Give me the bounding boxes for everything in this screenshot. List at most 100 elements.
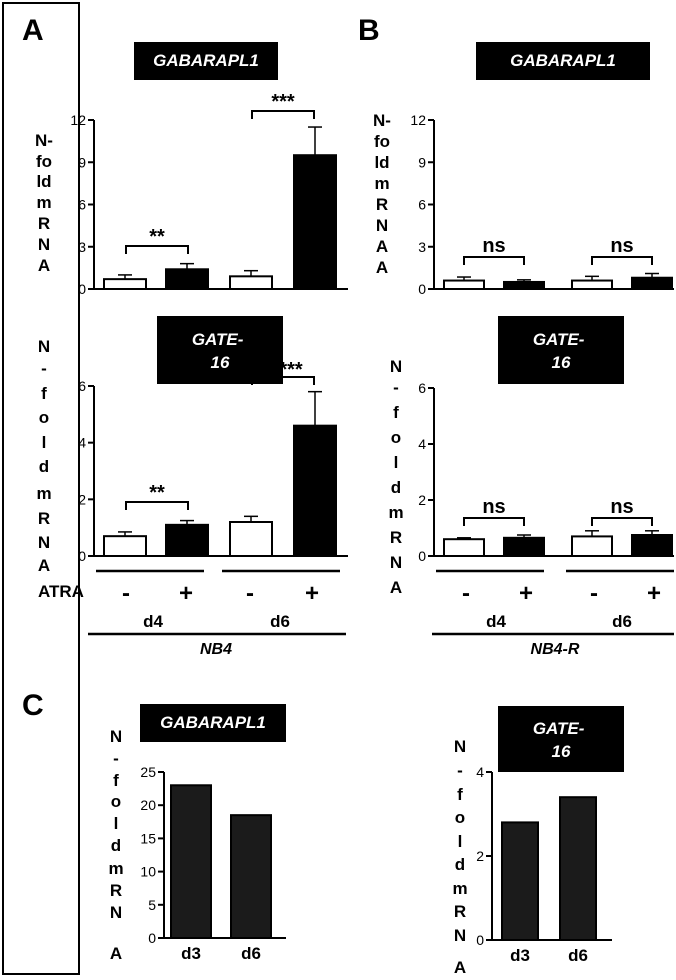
bar-d6minus <box>229 275 273 291</box>
bar-d6plus <box>293 154 337 290</box>
svg-text:f: f <box>457 785 463 804</box>
svg-text:A: A <box>38 256 50 275</box>
svg-text:-: - <box>457 761 463 780</box>
bar-d4minus <box>103 535 147 558</box>
y-tick-label: 3 <box>418 239 426 255</box>
sig-label-d4: ns <box>482 496 505 518</box>
y-tick-label: 2 <box>476 848 484 864</box>
y-tick-label: 2 <box>78 491 86 507</box>
cell-line-label: NB4 <box>200 641 232 658</box>
y-tick-label: 4 <box>476 764 484 780</box>
minus-d4: - <box>462 580 470 607</box>
svg-text:l: l <box>458 832 463 851</box>
svg-text:N-: N- <box>373 111 391 130</box>
y-label: N - f o l d m R N A <box>108 727 123 963</box>
y-tick-label: 0 <box>78 281 86 297</box>
bar-d4plus <box>503 280 545 291</box>
y-tick-label: 4 <box>418 436 426 452</box>
bar-d4minus <box>443 538 485 558</box>
bar-d4minus <box>443 279 485 290</box>
y-tick-label: 0 <box>148 930 156 946</box>
cat-label-d6: d6 <box>568 946 588 965</box>
y-tick-label: 0 <box>476 932 484 948</box>
sig-label-d4: ** <box>149 482 165 504</box>
minus-d6: - <box>246 580 254 607</box>
plus-d6: + <box>647 580 661 607</box>
svg-text:R: R <box>38 214 50 233</box>
sig-label-d4: ** <box>149 226 165 248</box>
cell-line-label: NB4-R <box>531 641 580 658</box>
svg-text:R: R <box>390 528 402 547</box>
svg-text:N: N <box>390 553 402 572</box>
gene-title-box <box>476 42 650 80</box>
svg-text:o: o <box>455 808 465 827</box>
gene-title: GATE- 16 <box>192 330 248 372</box>
y-label: N- fo ld m R N A A <box>373 111 391 277</box>
day-label-d6: d6 <box>270 612 290 631</box>
minus-d4: - <box>122 580 130 607</box>
significance-brackets <box>125 376 315 510</box>
svg-text:N: N <box>110 727 122 746</box>
svg-text:N: N <box>38 337 50 356</box>
sig-label-d6: *** <box>279 359 303 381</box>
svg-text:N: N <box>454 926 466 945</box>
panel-letter-b: B <box>358 14 380 47</box>
svg-text:m: m <box>36 193 51 212</box>
svg-text:o: o <box>39 408 49 427</box>
y-tick-label: 9 <box>418 154 426 170</box>
day-label-d6: d6 <box>612 612 632 631</box>
svg-text:N: N <box>38 235 50 254</box>
y-tick-label: 25 <box>140 764 156 780</box>
significance-brackets <box>463 517 653 526</box>
bar-d6 <box>230 814 272 939</box>
bracket-d6 <box>591 517 653 526</box>
gene-title: GABARAPL1 <box>160 713 266 732</box>
svg-text:R: R <box>110 881 122 900</box>
y-tick-label: 0 <box>78 548 86 564</box>
bar-d6plus <box>631 534 673 557</box>
plus-d6: + <box>305 580 319 607</box>
svg-text:f: f <box>113 771 119 790</box>
svg-text:N: N <box>376 216 388 235</box>
bar-d4plus <box>165 268 209 290</box>
chart-b-top: GABARAPL1 N- fo ld m R N A A 0 3 6 9 12 ns n… <box>373 42 674 297</box>
chart-c-right: GATE- 16 N - f o l d m R N A 0 2 4 d3 d6 <box>452 706 624 977</box>
svg-text:fo: fo <box>374 132 390 151</box>
bracket-d4 <box>125 501 189 510</box>
svg-text:f: f <box>41 384 47 403</box>
bar-d6minus <box>571 279 613 290</box>
y-tick-label: 6 <box>78 197 86 213</box>
svg-text:A: A <box>390 578 402 597</box>
bracket-d6 <box>251 110 315 119</box>
svg-text:ld: ld <box>36 172 51 191</box>
gene-title-box <box>498 706 624 772</box>
gene-title-box <box>140 704 286 742</box>
y-tick-label: 6 <box>418 380 426 396</box>
y-tick-label: 4 <box>78 435 86 451</box>
minus-d6: - <box>590 580 598 607</box>
svg-text:A: A <box>376 237 388 256</box>
y-tick-label: 15 <box>140 830 156 846</box>
gene-title: GABARAPL1 <box>510 51 616 70</box>
bracket-d4 <box>463 256 525 265</box>
panel-letter-a: A <box>22 14 44 47</box>
y-tick-label: 5 <box>148 897 156 913</box>
svg-text:d: d <box>39 457 49 476</box>
gene-title-box <box>157 316 283 384</box>
svg-text:-: - <box>41 359 47 378</box>
svg-text:A: A <box>454 958 466 977</box>
sig-label-d6: ns <box>610 496 633 518</box>
svg-text:d: d <box>455 855 465 874</box>
plus-d4: + <box>519 580 533 607</box>
svg-text:m: m <box>108 859 123 878</box>
svg-text:d: d <box>391 478 401 497</box>
svg-text:N-: N- <box>35 131 53 150</box>
day-label-d4: d4 <box>143 612 163 631</box>
gene-title: GABARAPL1 <box>153 51 259 70</box>
svg-text:ld: ld <box>374 153 389 172</box>
svg-text:R: R <box>376 195 388 214</box>
panel-letter-c: C <box>22 689 44 722</box>
svg-text:-: - <box>393 378 399 397</box>
